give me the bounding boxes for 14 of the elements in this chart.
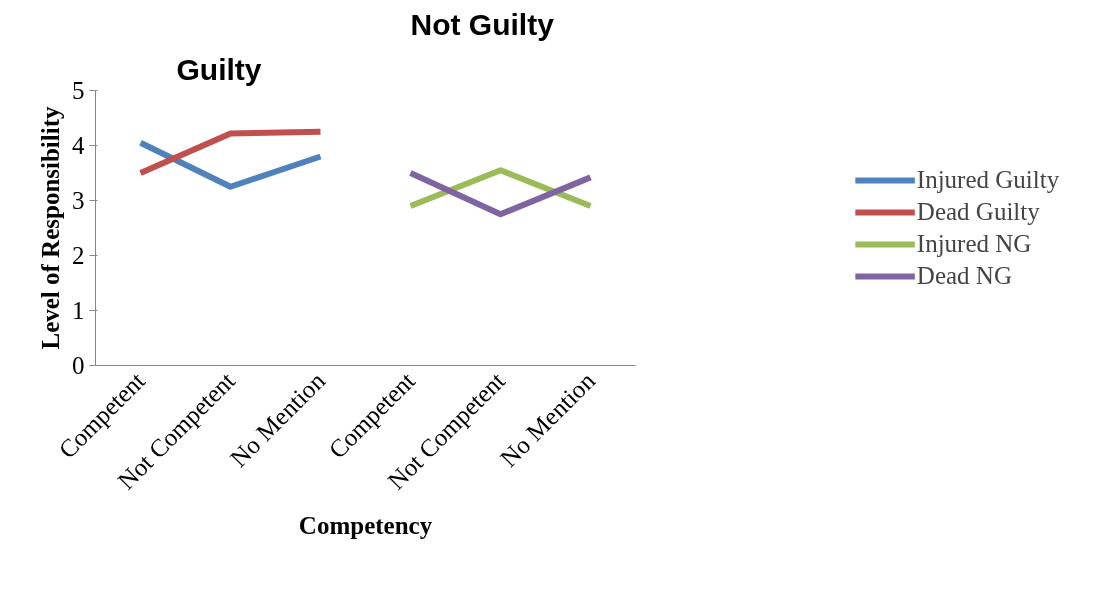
legend-label: Dead NG bbox=[916, 261, 1012, 290]
y-tick-label: 3 bbox=[72, 187, 85, 214]
y-tick-label: 0 bbox=[72, 352, 85, 379]
y-tick-label: 1 bbox=[72, 297, 85, 324]
text: Guilty bbox=[176, 52, 262, 86]
y-axis-title: Level of Responsibility bbox=[37, 105, 64, 350]
legend-label: Injured NG bbox=[916, 229, 1032, 258]
y-tick-label: 2 bbox=[72, 242, 85, 269]
y-tick-label: 4 bbox=[72, 132, 85, 159]
x-axis-title: Competency bbox=[298, 512, 433, 540]
y-tick-label: 5 bbox=[72, 77, 85, 104]
legend-label: Dead Guilty bbox=[916, 197, 1040, 226]
text: Not Guilty bbox=[410, 7, 555, 41]
legend-label: Injured Guilty bbox=[916, 165, 1060, 194]
